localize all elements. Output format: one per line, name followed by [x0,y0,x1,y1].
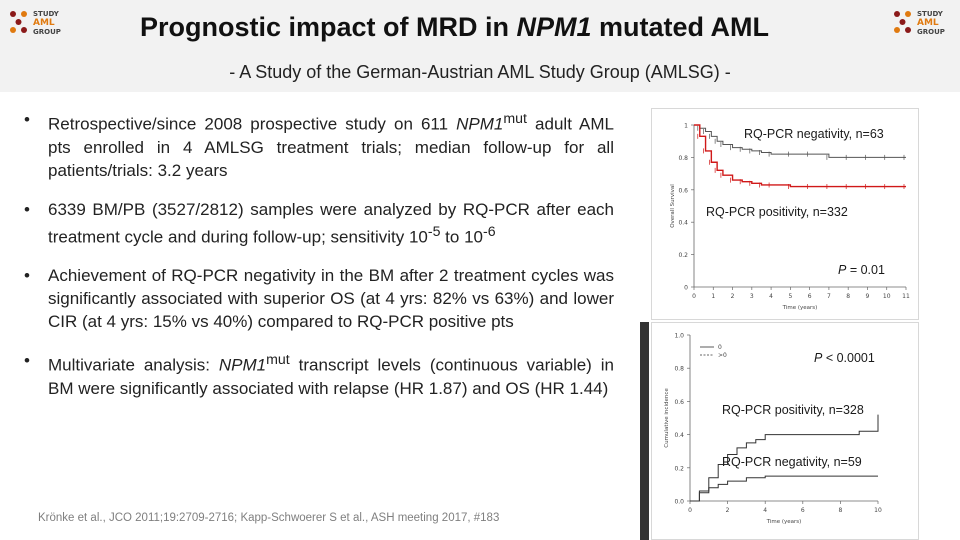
x-tick-label: 4 [763,507,767,514]
title-text-2: mutated AML [591,12,770,42]
relapse-incidence-chart: 0.0 0.2 0.4 0.6 0.8 1.0 0 2 4 6 8 10 Time (years) Cum… [664,333,882,526]
x-tick-label: 1 [711,293,715,300]
cir-positivity-label: RQ-PCR positivity, n=328 [722,403,864,417]
y-tick-label: 0.6 [678,187,688,194]
bullet-item: Achievement of RQ-PCR negativity in the … [20,264,614,333]
x-tick-label: 5 [788,293,792,300]
logo-mark-icon [894,11,911,33]
y-axis-label: Cumulative incidence [664,388,670,448]
logo-line-1: STUDY [917,10,943,18]
logo-line-3: GROUP [917,28,945,36]
x-tick-label: 2 [731,293,735,300]
logo-line-2: AML [917,18,939,28]
os-positivity-label: RQ-PCR positivity, n=332 [706,205,848,219]
y-tick-label: 0.0 [674,499,684,506]
slide-title: Prognostic impact of MRD in NPM1 mutated… [140,12,900,43]
legend-label: 0 [718,344,722,351]
bullet-item: Retrospective/since 2008 prospective stu… [20,108,614,182]
os-negativity-label: RQ-PCR negativity, n=63 [744,127,884,141]
series-line [690,475,878,502]
y-axis-label: Overall Survival [670,184,676,228]
y-tick-label: 0.8 [678,155,688,162]
bullet-item: Multivariate analysis: NPM1mut transcrip… [20,349,614,400]
x-tick-label: 10 [874,507,882,514]
x-tick-label: 8 [846,293,850,300]
os-p-value: P = 0.01 [838,263,885,277]
reference-citation: Krönke et al., JCO 2011;19:2709-2716; Ka… [38,512,500,524]
overall-survival-figure: 0 0.2 0.4 0.6 0.8 1 0 1 2 3 4 5 6 7 8 9 10 11 Time (years)… [651,108,919,320]
x-tick-label: 9 [866,293,870,300]
cir-p-value: P < 0.0001 [814,351,875,365]
bullet-list: Retrospective/since 2008 prospective stu… [20,108,614,416]
legend-label: >0 [718,352,727,359]
slide-subtitle: - A Study of the German-Austrian AML Stu… [229,62,731,82]
title-text-1: Prognostic impact of MRD in [140,12,517,42]
amlsg-logo-right: STUDY AML GROUP [892,8,952,42]
figure-divider [640,322,649,540]
x-tick-label: 10 [883,293,891,300]
slide-header: STUDY AML GROUP Prognostic impact of MRD… [0,0,960,92]
y-tick-label: 0.8 [674,366,684,373]
y-tick-label: 0.4 [678,220,688,227]
series-line [690,414,879,502]
x-tick-label: 2 [726,507,730,514]
title-gene: NPM1 [516,12,592,42]
y-tick-label: 1.0 [674,333,684,340]
x-tick-label: 0 [688,507,692,514]
relapse-incidence-figure: 0.0 0.2 0.4 0.6 0.8 1.0 0 2 4 6 8 10 Time (years) Cum… [651,322,919,540]
logo-mark-icon [10,11,27,33]
x-tick-label: 7 [827,293,831,300]
x-tick-label: 4 [769,293,773,300]
x-tick-label: 6 [808,293,812,300]
cir-negativity-label: RQ-PCR negativity, n=59 [722,455,862,469]
bullet-item: 6339 BM/PB (3527/2812) samples were anal… [20,198,614,249]
amlsg-logo-left: STUDY AML GROUP [8,8,68,42]
series-line [694,124,906,188]
x-axis-label: Time (years) [766,519,802,525]
logo-line-2: AML [33,18,55,28]
y-tick-label: 0 [684,285,688,292]
y-tick-label: 0.2 [674,465,684,472]
y-tick-label: 0.6 [674,399,684,406]
y-tick-label: 0.2 [678,252,688,259]
x-tick-label: 0 [692,293,696,300]
logo-line-1: STUDY [33,10,59,18]
x-tick-label: 11 [902,293,910,300]
logo-line-3: GROUP [33,28,61,36]
x-tick-label: 8 [838,507,842,514]
y-tick-label: 0.4 [674,432,684,439]
x-tick-label: 3 [750,293,754,300]
x-axis-label: Time (years) [782,305,818,311]
x-tick-label: 6 [801,507,805,514]
series-line [694,124,906,158]
y-tick-label: 1 [684,123,688,130]
